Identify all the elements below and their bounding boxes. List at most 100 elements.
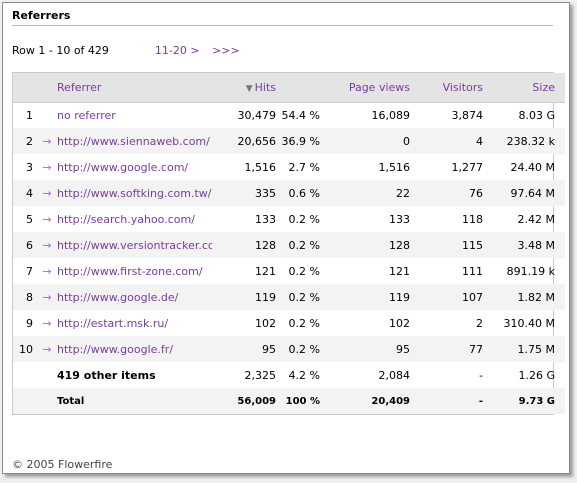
page-views-cell: 128 <box>389 238 410 252</box>
page-views-cell: 1,516 <box>378 160 411 174</box>
hits-percent-cell: 54.4 % <box>281 108 320 122</box>
hits-cell: 56,009 <box>237 395 276 407</box>
hits-cell: 95 <box>262 342 276 356</box>
page-views-cell: 119 <box>389 290 410 304</box>
col-header-hits[interactable]: ▼ Hits <box>212 73 276 103</box>
referrer-link[interactable]: http://www.google.com/ <box>57 160 189 174</box>
visitors-cell: 118 <box>462 212 483 226</box>
visitors-cell: 76 <box>469 186 483 200</box>
report-panel: Referrers Row 1 - 10 of 429 11-20 > >>> … <box>2 2 570 474</box>
size-cell: 238.32 k <box>506 134 555 148</box>
referrer-link[interactable]: http://www.softking.com.tw/ <box>57 186 212 200</box>
size-cell: 1.26 G <box>518 368 555 382</box>
hits-cell: 20,656 <box>237 134 277 148</box>
hits-percent-cell: 0.2 % <box>288 342 320 356</box>
size-cell: 24.40 M <box>510 160 555 174</box>
size-cell: 1.82 M <box>517 290 555 304</box>
col-header-referrer[interactable]: Referrer <box>55 73 212 103</box>
table-row: 3 → http://www.google.com/ 1,516 2.7 % 1… <box>13 154 565 180</box>
next-page-link[interactable]: 11-20 > <box>154 44 200 57</box>
copyright-footer: © 2005 Flowerfire <box>12 458 113 471</box>
size-cell: 2.42 M <box>517 212 555 226</box>
referrer-link[interactable]: no referrer <box>57 108 116 122</box>
hits-cell: 121 <box>255 264 276 278</box>
table-row: 4 → http://www.softking.com.tw/ 335 0.6 … <box>13 180 565 206</box>
right-arrow-icon[interactable]: → <box>42 238 52 252</box>
row-number: 2 <box>26 134 33 148</box>
right-arrow-icon[interactable]: → <box>42 264 52 278</box>
visitors-cell: 111 <box>462 264 483 278</box>
col-header-arrow <box>39 73 55 103</box>
hits-cell: 2,325 <box>244 368 277 382</box>
other-items-row: 419 other items 2,325 4.2 % 2,084 - 1.26… <box>13 362 565 388</box>
referrer-link[interactable]: http://www.google.fr/ <box>57 342 174 356</box>
visitors-cell: 1,277 <box>451 160 484 174</box>
size-cell: 97.64 M <box>510 186 555 200</box>
visitors-cell: 2 <box>476 316 483 330</box>
right-arrow-icon[interactable]: → <box>42 160 52 174</box>
table-row: 10 → http://www.google.fr/ 95 0.2 % 95 7… <box>13 336 565 362</box>
size-cell: 1.75 M <box>517 342 555 356</box>
size-cell: 310.40 M <box>503 316 555 330</box>
col-header-number <box>13 73 39 103</box>
hits-cell: 128 <box>255 238 276 252</box>
table-row: 8 → http://www.google.de/ 119 0.2 % 119 … <box>13 284 565 310</box>
col-header-hits-label: Hits <box>254 80 276 94</box>
page-views-cell: 2,084 <box>378 368 411 382</box>
referrer-link[interactable]: http://www.versiontracker.com/ <box>57 238 212 252</box>
visitors-cell: - <box>478 395 483 407</box>
page-views-cell: 133 <box>389 212 410 226</box>
visitors-cell: 77 <box>469 342 483 356</box>
referrer-link[interactable]: http://www.siennaweb.com/ <box>57 134 210 148</box>
page-views-cell: 16,089 <box>371 108 411 122</box>
referrer-link[interactable]: http://www.first-zone.com/ <box>57 264 203 278</box>
table-row: 6 → http://www.versiontracker.com/ 128 0… <box>13 232 565 258</box>
table-row: 2 → http://www.siennaweb.com/ 20,656 36.… <box>13 128 565 154</box>
row-number: 3 <box>26 160 33 174</box>
pager: Row 1 - 10 of 429 11-20 > >>> <box>12 44 240 57</box>
row-number: 6 <box>26 238 33 252</box>
visitors-cell: 115 <box>462 238 483 252</box>
table-row: 5 → http://search.yahoo.com/ 133 0.2 % 1… <box>13 206 565 232</box>
row-arrow-icon <box>39 102 55 128</box>
right-arrow-icon[interactable]: → <box>42 342 52 356</box>
right-arrow-icon[interactable]: → <box>42 186 52 200</box>
row-number: 5 <box>26 212 33 226</box>
table-row: 7 → http://www.first-zone.com/ 121 0.2 %… <box>13 258 565 284</box>
right-arrow-icon[interactable]: → <box>42 212 52 226</box>
size-cell: 9.73 G <box>518 395 555 407</box>
hits-cell: 335 <box>255 186 276 200</box>
table-header-row: Referrer ▼ Hits Page views Visitors Size <box>13 73 565 103</box>
title-divider <box>12 25 553 26</box>
hits-cell: 1,516 <box>244 160 277 174</box>
referrer-link[interactable]: http://www.google.de/ <box>57 290 179 304</box>
referrer-link[interactable]: http://estart.msk.ru/ <box>57 316 169 330</box>
right-arrow-icon[interactable]: → <box>42 290 52 304</box>
col-header-page-views[interactable]: Page views <box>320 73 410 103</box>
visitors-cell: 3,874 <box>451 108 484 122</box>
col-header-percent <box>276 73 320 103</box>
row-number: 7 <box>26 264 33 278</box>
row-number: 9 <box>26 316 33 330</box>
right-arrow-icon[interactable]: → <box>42 316 52 330</box>
hits-percent-cell: 0.2 % <box>288 212 320 226</box>
row-number: 4 <box>26 186 33 200</box>
hits-percent-cell: 0.2 % <box>288 264 320 278</box>
size-cell: 8.03 G <box>518 108 555 122</box>
right-arrow-icon[interactable]: → <box>42 134 52 148</box>
size-cell: 891.19 k <box>506 264 555 278</box>
last-page-link[interactable]: >>> <box>212 44 240 57</box>
section-title: Referrers <box>12 9 71 22</box>
hits-percent-cell: 100 % <box>285 395 320 407</box>
col-header-size[interactable]: Size <box>483 73 565 103</box>
col-header-visitors[interactable]: Visitors <box>410 73 483 103</box>
row-number: 10 <box>19 342 33 356</box>
hits-cell: 133 <box>255 212 276 226</box>
sort-descending-icon: ▼ <box>245 83 253 94</box>
referrers-table: Referrer ▼ Hits Page views Visitors Size … <box>13 73 565 414</box>
page-views-cell: 121 <box>389 264 410 278</box>
referrer-link[interactable]: http://search.yahoo.com/ <box>57 212 195 226</box>
row-range-text: Row 1 - 10 of 429 <box>12 44 109 57</box>
size-cell: 3.48 M <box>517 238 555 252</box>
row-number: 1 <box>26 108 33 122</box>
